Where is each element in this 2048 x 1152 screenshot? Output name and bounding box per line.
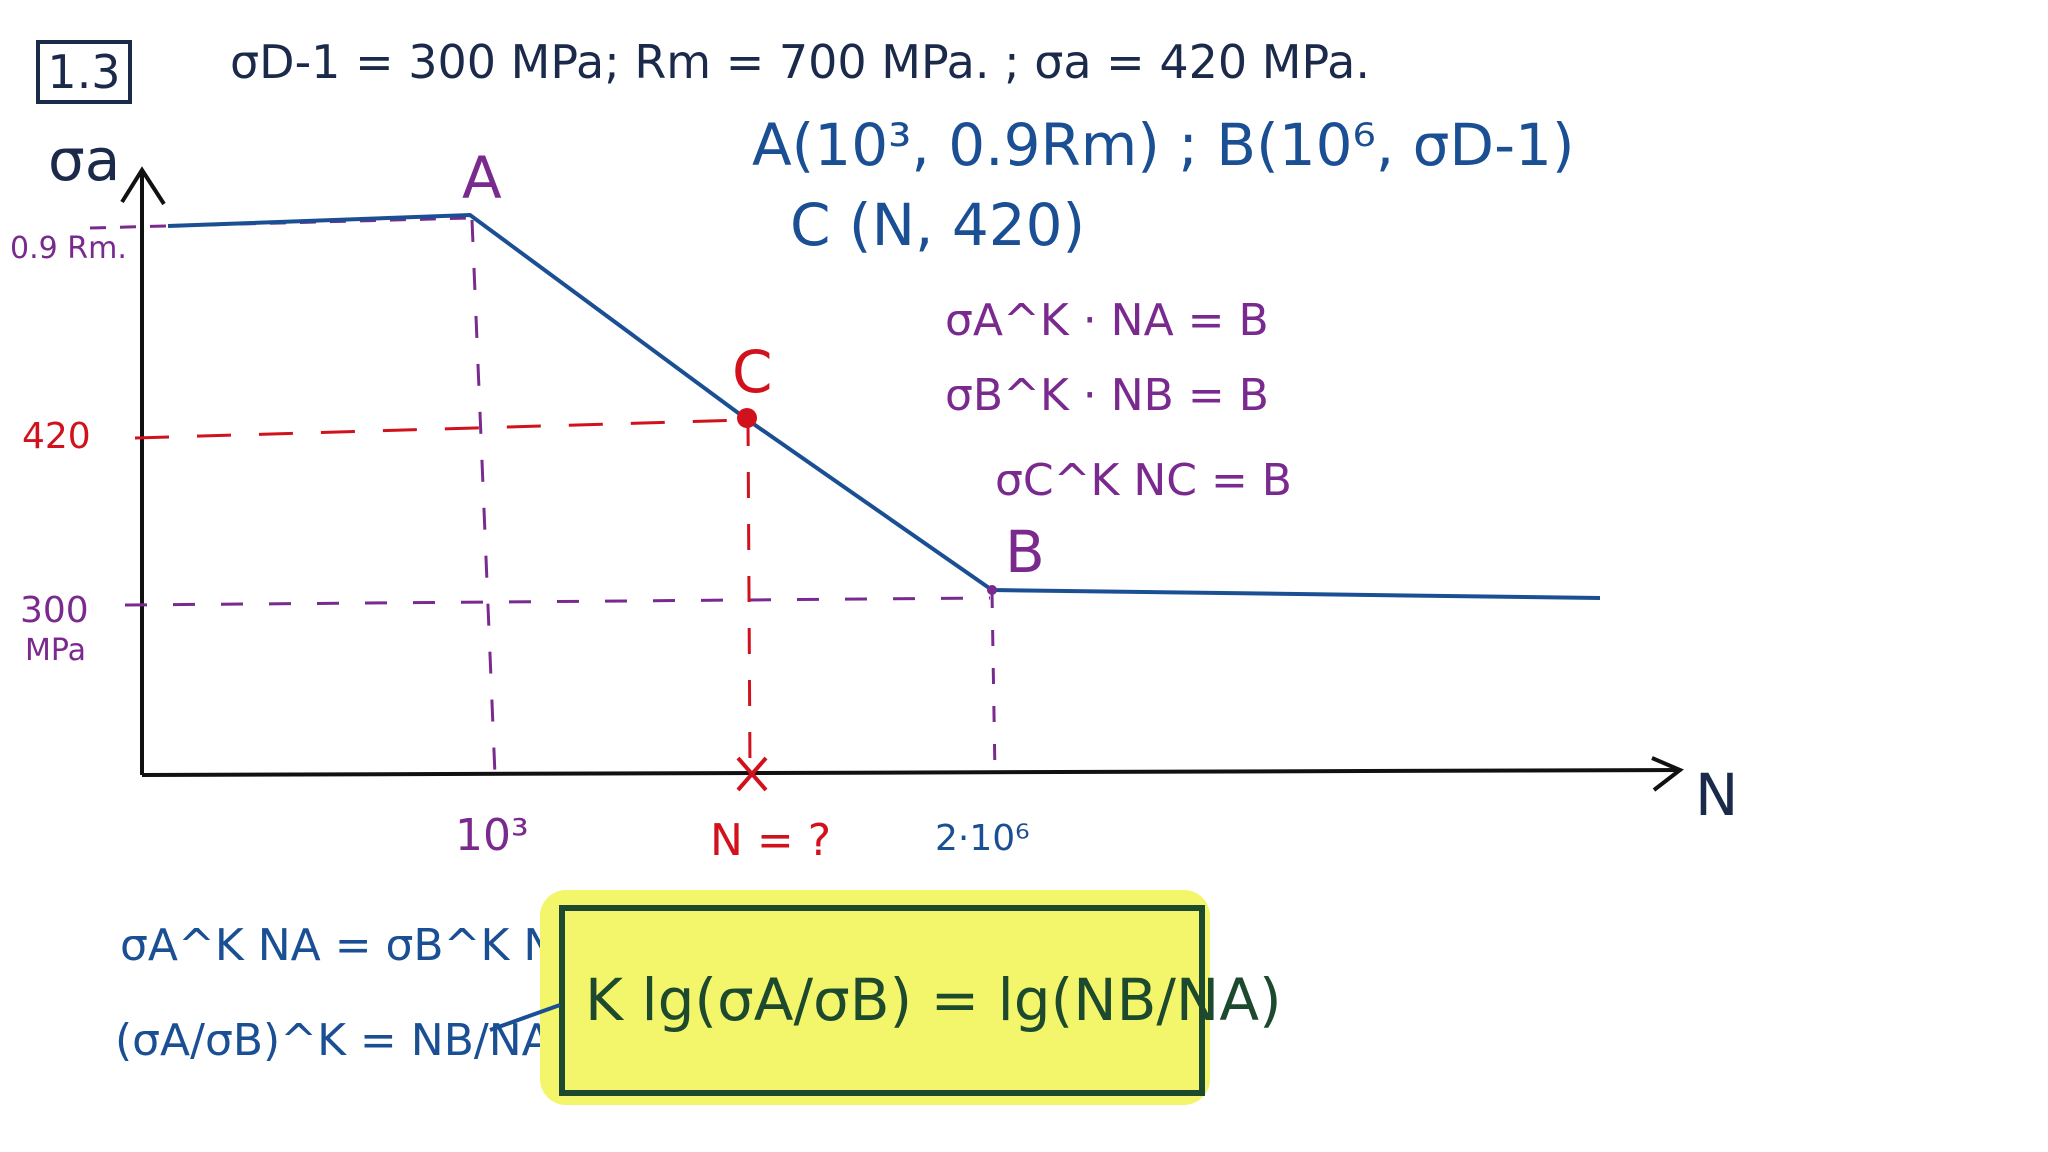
guide-1e3 <box>470 219 497 776</box>
ytick-420: 420 <box>22 416 91 457</box>
xtick-2e6: 2·10⁶ <box>935 818 1030 859</box>
xtick-1e3: 10³ <box>455 810 529 861</box>
relation-c: σC^K NC = B <box>995 455 1292 506</box>
given-values: σD-1 = 300 MPa; Rm = 700 MPa. ; σa = 420… <box>230 35 1370 89</box>
label-b: B <box>1005 518 1045 586</box>
points-a-b: A(10³, 0.9Rm) ; B(10⁶, σD-1) <box>752 111 1575 179</box>
result-box <box>559 905 1205 1096</box>
x-mark-n <box>736 756 768 792</box>
guide-300 <box>124 596 991 607</box>
x-axis-label: N <box>1695 761 1738 829</box>
problem-number-box <box>36 40 132 104</box>
arrow-to-box <box>489 1003 561 1032</box>
label-c: C <box>732 338 773 406</box>
boxed-result: K lg(σA/σB) = lg(NB/NA) <box>585 966 1282 1034</box>
highlight <box>540 890 1210 1105</box>
ytick-300: 300 <box>20 590 89 631</box>
ytick-09rm: 0.9 Rm. <box>10 231 127 266</box>
point-b-marker <box>987 585 997 595</box>
ytick-300-unit: MPa <box>25 633 86 668</box>
guide-2e6 <box>990 591 997 776</box>
xtick-n: N = ? <box>710 815 831 866</box>
problem-number: 1.3 <box>47 45 120 99</box>
guide-n <box>746 419 752 771</box>
axes <box>120 166 1684 792</box>
point-c-marker <box>737 408 757 428</box>
derivation-eq1: σA^K NA = σB^K NB <box>120 920 586 971</box>
label-a: A <box>462 144 502 212</box>
guide-420 <box>134 418 746 440</box>
point-c-def: C (N, 420) <box>790 191 1085 259</box>
relation-b: σB^K · NB = B <box>945 370 1269 421</box>
relation-a: σA^K · NA = B <box>945 295 1269 346</box>
y-axis-label: σa <box>48 126 120 194</box>
sn-curve <box>167 212 1601 600</box>
